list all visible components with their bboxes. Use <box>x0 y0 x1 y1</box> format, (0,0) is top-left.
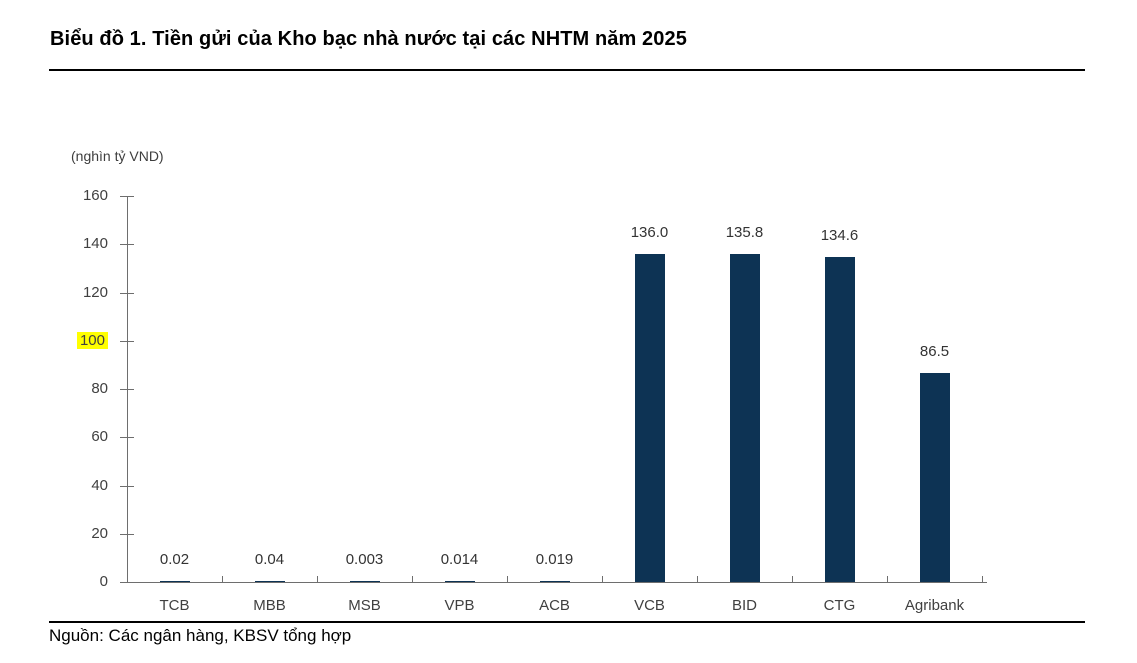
x-tick-mark <box>317 576 318 582</box>
bar <box>634 254 665 582</box>
y-tick-mark <box>120 293 134 294</box>
y-tick-label: 80 <box>91 380 108 397</box>
x-tick-label: VCB <box>634 597 665 614</box>
x-tick-label: ACB <box>539 597 570 614</box>
bar <box>729 254 760 582</box>
y-tick-mark <box>120 437 134 438</box>
x-tick-mark <box>507 576 508 582</box>
y-tick-mark <box>120 244 134 245</box>
x-tick-mark <box>982 576 983 582</box>
y-tick-mark <box>120 534 134 535</box>
bar <box>349 581 380 582</box>
y-tick-mark <box>120 582 134 583</box>
x-tick-label: MSB <box>348 597 381 614</box>
y-tick-mark <box>120 486 134 487</box>
x-tick-label: VPB <box>444 597 475 614</box>
y-tick-label: 0 <box>99 573 108 590</box>
bar <box>824 257 855 582</box>
y-tick-label: 40 <box>91 477 108 494</box>
bar <box>254 581 285 582</box>
bar-value-label: 0.02 <box>159 551 190 568</box>
y-tick-label: 160 <box>82 187 108 204</box>
chart-title: Biểu đồ 1. Tiền gửi của Kho bạc nhà nước… <box>50 28 687 50</box>
x-tick-mark <box>127 576 128 582</box>
bar-value-label: 0.04 <box>254 551 285 568</box>
bar-value-label: 135.8 <box>725 224 764 241</box>
bar-value-label: 0.003 <box>345 551 384 568</box>
y-axis-unit-label: (nghìn tỷ VND) <box>71 148 164 164</box>
footer-divider <box>49 621 1085 623</box>
x-tick-mark <box>792 576 793 582</box>
y-tick-label: 140 <box>82 235 108 252</box>
title-divider <box>49 69 1085 71</box>
x-tick-label: Agribank <box>904 597 965 614</box>
x-tick-mark <box>887 576 888 582</box>
x-tick-mark <box>602 576 603 582</box>
x-tick-label: CTG <box>823 597 856 614</box>
bar <box>919 373 950 582</box>
source-note: Nguồn: Các ngân hàng, KBSV tổng hợp <box>49 626 352 645</box>
bar-value-label: 134.6 <box>820 227 859 244</box>
x-tick-mark <box>222 576 223 582</box>
bar <box>444 581 475 582</box>
y-tick-mark <box>120 196 134 197</box>
x-axis <box>127 582 987 583</box>
x-tick-label: TCB <box>159 597 190 614</box>
y-tick-label: 100 <box>48 331 108 351</box>
bar-value-label: 136.0 <box>630 224 669 241</box>
y-tick-label: 20 <box>91 525 108 542</box>
x-tick-label: MBB <box>253 597 286 614</box>
bar-value-label: 0.014 <box>440 551 479 568</box>
x-tick-mark <box>697 576 698 582</box>
y-tick-mark <box>120 389 134 390</box>
bar-value-label: 86.5 <box>919 343 950 360</box>
x-tick-label: BID <box>731 597 757 614</box>
bar <box>539 581 570 582</box>
highlighted-y-tick: 100 <box>76 332 108 349</box>
y-tick-mark <box>120 341 134 342</box>
bar <box>159 581 190 582</box>
bar-value-label: 0.019 <box>535 551 574 568</box>
y-tick-label: 60 <box>91 428 108 445</box>
y-tick-label: 120 <box>82 284 108 301</box>
x-tick-mark <box>412 576 413 582</box>
